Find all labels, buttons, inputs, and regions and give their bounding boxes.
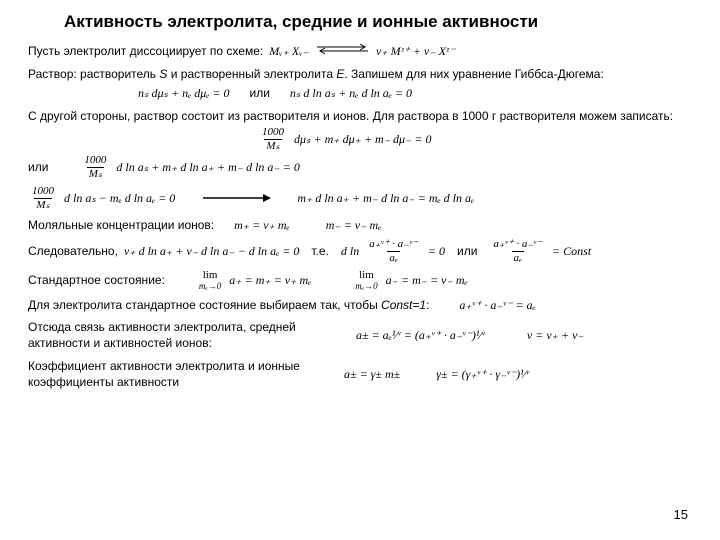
eq: = 0 [428,243,445,259]
eq: d ln [341,243,359,259]
eq: a± = γ± m± [344,366,400,382]
eq: ν₊ d ln a₊ + ν₋ d ln a₋ − d ln aₑ = 0 [124,243,299,259]
eq-right: ν₊ Mᶻ⁺ + ν₋ Xᶻ⁻ [376,43,455,59]
limit: lim mₑ→0 [355,270,377,291]
eq: d ln aₛ + m₊ d ln a₊ + m₋ d ln a₋ = 0 [116,159,299,175]
eq: d ln aₛ − mₑ d ln aₑ = 0 [64,190,175,206]
eq: γ± = (γ₊ᵛ⁺ · γ₋ᵛ⁻)¹⁄ᵛ [436,366,529,382]
eq: a₊ = m₊ = ν₊ mₑ [229,272,311,288]
fraction: 1000 Mₛ [260,127,286,152]
eq: dμₛ + m₊ dμ₊ + m₋ dμ₋ = 0 [294,131,432,147]
eq: = Const [552,243,591,259]
line-activity-coeff: Коэффициент активности электролита и ион… [28,358,692,390]
text-or: или [457,243,477,259]
line-ions-intro: С другой стороны, раствор состоит из рас… [28,108,692,124]
line-consequently: Следовательно, ν₊ d ln a₊ + ν₋ d ln a₋ −… [28,239,692,264]
fraction: a₊ᵛ⁺ · a₋ᵛ⁻ aₑ [491,239,544,264]
page-number: 15 [674,507,688,522]
eq: m₊ d ln a₊ + m₋ d ln a₋ = mₑ d ln aₑ [297,190,474,206]
line-relation: Отсюда связь активности электролита, сре… [28,319,692,351]
text: Пусть электролит диссоциирует по схеме: [28,43,263,59]
eq: m₋ = ν₋ mₑ [326,217,382,233]
line-derive: 1000 Mₛ d ln aₛ − mₑ d ln aₑ = 0 m₊ d ln… [28,186,692,211]
line-gibbs: Раствор: растворитель S и растворенный э… [28,66,692,82]
eq: m₊ = ν₊ mₑ [234,217,290,233]
fraction: a₊ᵛ⁺ · a₋ᵛ⁻ aₑ [367,239,420,264]
eq: nₛ dμₛ + nₑ dμₑ = 0 [138,85,230,101]
text: Следовательно, [28,243,118,259]
line-ions-eq1: 1000 Mₛ dμₛ + m₊ dμ₊ + m₋ dμ₋ = 0 [28,127,692,152]
eq: nₛ d ln aₛ + nₑ d ln aₑ = 0 [290,85,412,101]
fraction: 1000 Mₛ [82,155,108,180]
text: Коэффициент активности электролита и ион… [28,358,338,390]
page-title: Активность электролита, средние и ионные… [28,12,692,32]
eq: a₋ = m₋ = ν₋ mₑ [386,272,468,288]
text: Для электролита стандартное состояние вы… [28,297,429,313]
equilibrium-arrow-icon [315,42,370,60]
eq-left: Mᵥ₊ Xᵥ₋ [269,43,309,59]
text: Стандартное состояние: [28,272,165,288]
line-dissociation: Пусть электролит диссоциирует по схеме: … [28,42,692,60]
eq: ν = ν₊ + ν₋ [527,327,584,343]
eq: a± = aₑ¹⁄ᵛ = (a₊ᵛ⁺ · a₋ᵛ⁻)¹⁄ᵛ [356,327,485,343]
fraction: 1000 Mₛ [30,186,56,211]
text-or: или [28,159,48,175]
text-or: или [250,85,270,101]
text: Раствор: растворитель S и растворенный э… [28,66,604,82]
text: Отсюда связь активности электролита, сре… [28,319,328,351]
line-ions-eq2: или 1000 Mₛ d ln aₛ + m₊ d ln a₊ + m₋ d … [28,155,692,180]
text-te: т.е. [311,243,329,259]
line-standard-state: Стандартное состояние: lim mₑ→0 a₊ = m₊ … [28,270,692,291]
text: Моляльные концентрации ионов: [28,217,214,233]
line-molal: Моляльные концентрации ионов: m₊ = ν₊ mₑ… [28,217,692,233]
limit: lim mₑ→0 [199,270,221,291]
eq: a₊ᵛ⁺ · a₋ᵛ⁻ = aₑ [459,297,535,313]
line-const1: Для электролита стандартное состояние вы… [28,297,692,313]
right-arrow-icon [201,192,271,204]
line-gibbs-eq: nₛ dμₛ + nₑ dμₑ = 0 или nₛ d ln aₛ + nₑ … [28,85,692,101]
text: С другой стороны, раствор состоит из рас… [28,108,673,124]
